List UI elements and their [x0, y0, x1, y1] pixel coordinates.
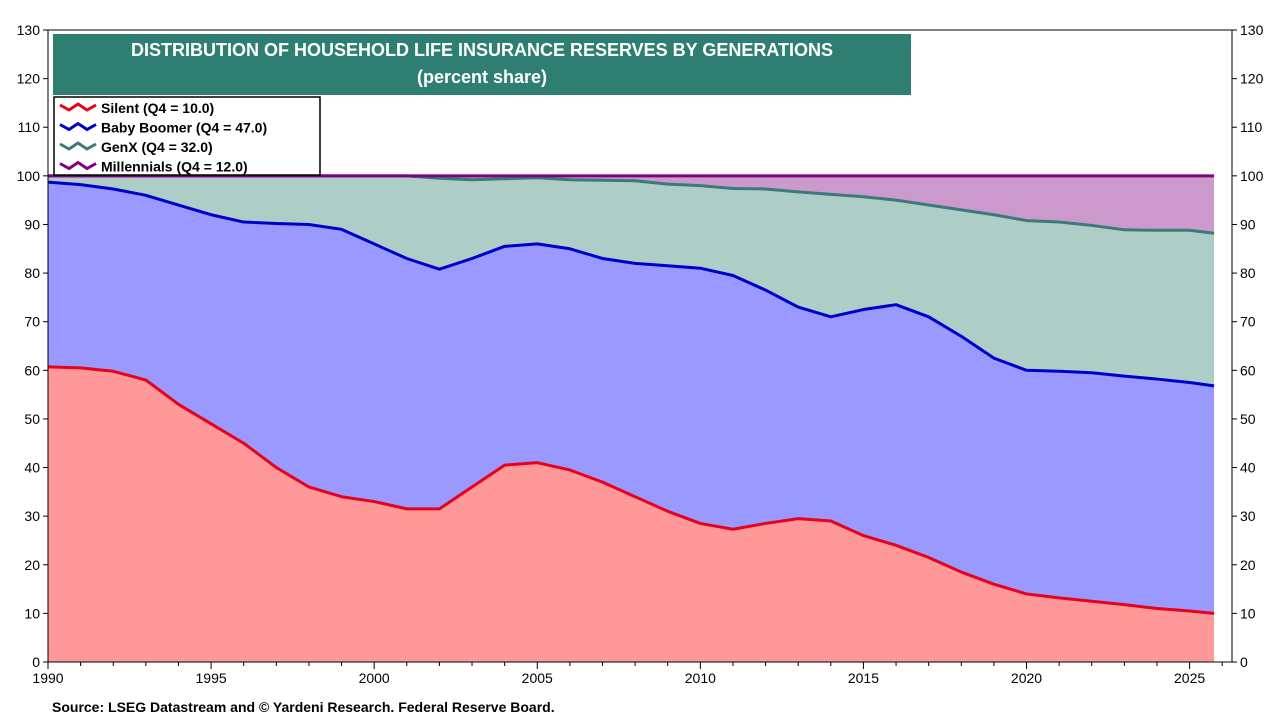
legend: Silent (Q4 = 10.0) Baby Boomer (Q4 = 47.0… — [53, 96, 321, 176]
y-tick-label-left: 90 — [24, 216, 40, 232]
x-tick-label: 2015 — [848, 670, 879, 686]
y-tick-label-left: 10 — [24, 605, 40, 621]
legend-swatch-0 — [59, 102, 97, 112]
x-tick-label: 2010 — [685, 670, 716, 686]
legend-box — [53, 96, 321, 176]
y-tick-label-left: 20 — [24, 557, 40, 573]
y-tick-label-right: 70 — [1240, 314, 1256, 330]
legend-swatch-1 — [59, 121, 97, 132]
legend-label-3: Millennials (Q4 = 12.0) — [101, 159, 248, 175]
y-tick-label-left: 30 — [24, 508, 40, 524]
x-tick-label: 2000 — [359, 670, 390, 686]
chart-subtitle: (percent share) — [417, 67, 547, 87]
x-tick-label: 2005 — [522, 670, 553, 686]
y-tick-label-right: 10 — [1240, 605, 1256, 621]
y-tick-label-left: 120 — [17, 71, 41, 87]
x-tick-label: 2020 — [1011, 670, 1042, 686]
y-tick-label-left: 0 — [32, 654, 40, 670]
y-tick-label-right: 0 — [1240, 654, 1248, 670]
y-tick-label-right: 110 — [1240, 119, 1263, 135]
y-tick-label-left: 60 — [24, 362, 40, 378]
series-line-1 — [47, 180, 1215, 388]
legend-label-2: GenX (Q4 = 32.0) — [101, 139, 213, 155]
y-tick-label-right: 40 — [1240, 460, 1256, 476]
chart-title: DISTRIBUTION OF HOUSEHOLD LIFE INSURANCE… — [131, 40, 833, 60]
y-tick-label-right: 100 — [1240, 168, 1264, 184]
area-1 — [48, 182, 1215, 614]
y-tick-label-right: 30 — [1240, 508, 1256, 524]
y-tick-label-left: 130 — [17, 22, 41, 38]
y-tick-label-right: 80 — [1240, 265, 1256, 281]
x-tick-label: 2025 — [1174, 670, 1205, 686]
x-tick-label: 1990 — [32, 670, 63, 686]
y-tick-label-right: 20 — [1240, 557, 1256, 573]
y-tick-label-right: 50 — [1240, 411, 1256, 427]
legend-swatch-3 — [59, 160, 97, 171]
area-0 — [48, 366, 1215, 662]
y-tick-label-right: 60 — [1240, 362, 1256, 378]
legend-label-0: Silent (Q4 = 10.0) — [101, 100, 214, 116]
x-tick-label: 1995 — [196, 670, 227, 686]
areas-layer — [48, 175, 1215, 662]
y-tick-label-right: 120 — [1240, 71, 1264, 87]
y-tick-label-left: 40 — [24, 460, 40, 476]
y-tick-label-left: 110 — [18, 119, 41, 135]
lines-layer — [47, 174, 1215, 615]
title-box: DISTRIBUTION OF HOUSEHOLD LIFE INSURANCE… — [53, 34, 911, 95]
y-tick-label-left: 80 — [24, 265, 40, 281]
legend-label-1: Baby Boomer (Q4 = 47.0) — [101, 120, 267, 136]
y-tick-label-right: 130 — [1240, 22, 1264, 38]
legend-swatch-2 — [59, 141, 97, 151]
y-tick-label-left: 100 — [17, 168, 41, 184]
plot-frame — [47, 29, 1233, 663]
y-tick-label-right: 90 — [1240, 216, 1256, 232]
title-background — [53, 34, 911, 95]
y-tick-label-left: 70 — [24, 314, 40, 330]
area-3 — [48, 175, 1215, 234]
series-line-0 — [47, 365, 1215, 615]
y-tick-label-left: 50 — [24, 411, 40, 427]
source-note: Source: LSEG Datastream and © Yardeni Re… — [52, 699, 555, 715]
